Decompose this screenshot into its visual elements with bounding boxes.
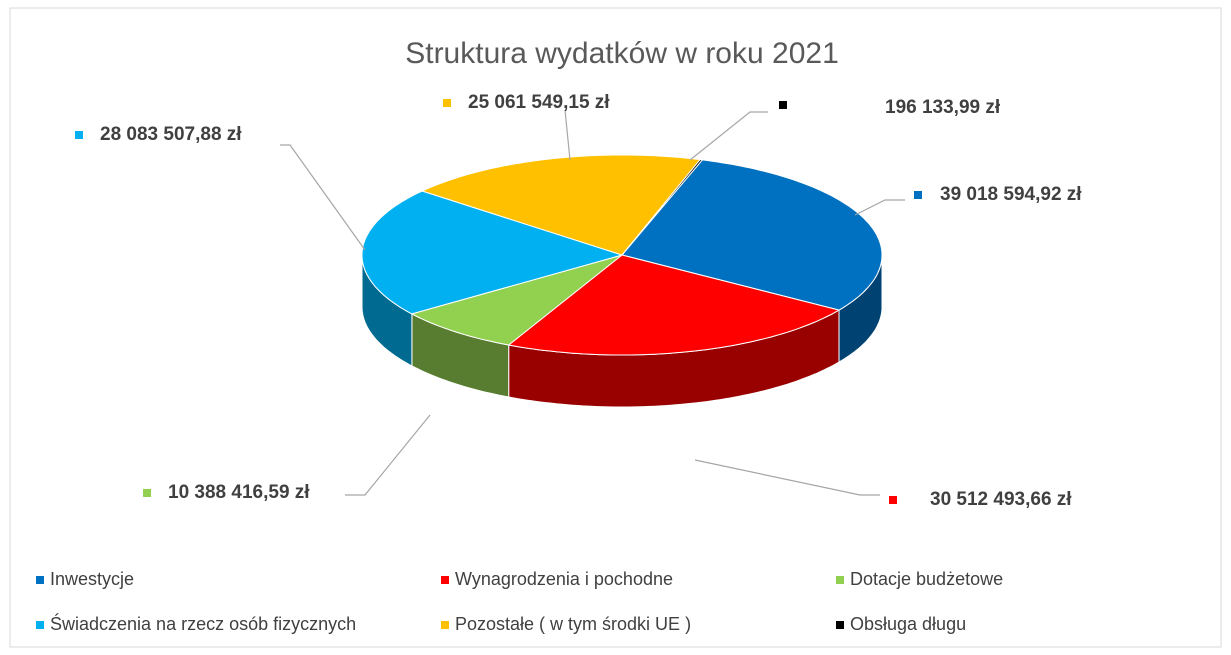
legend-label: Świadczenia na rzecz osób fizycznych	[50, 613, 356, 634]
legend-label: Obsługa długu	[850, 614, 966, 634]
leader-line	[854, 199, 905, 216]
data-label: 30 512 493,66 zł	[930, 489, 1072, 510]
label-marker	[443, 99, 451, 107]
slice	[621, 159, 883, 311]
label-marker	[914, 191, 922, 199]
chart-title: Struktura wydatków w roku 2021	[405, 37, 839, 70]
label-marker	[143, 489, 151, 497]
legend-marker	[441, 621, 449, 629]
leader-line	[345, 414, 431, 496]
legend-label: Wynagrodzenia i pochodne	[455, 569, 673, 589]
leader-line	[280, 144, 366, 251]
leader-line	[564, 109, 571, 161]
legend-label: Inwestycje	[50, 569, 134, 589]
legend-marker	[441, 576, 449, 584]
legend-marker	[836, 621, 844, 629]
data-label: 28 083 507,88 zł	[100, 124, 242, 145]
data-label: 196 133,99 zł	[885, 97, 1001, 118]
label-marker	[889, 496, 897, 504]
leader-line	[694, 459, 880, 496]
slice	[361, 190, 624, 315]
legend-label: Dotacje budżetowe	[850, 569, 1003, 589]
slice	[621, 159, 704, 256]
data-label: 25 061 549,15 zł	[468, 92, 610, 113]
data-label: 10 388 416,59 zł	[168, 482, 310, 503]
legend-marker	[36, 576, 44, 584]
legend-marker	[836, 576, 844, 584]
legend-label: Pozostałe ( w tym środki UE )	[455, 614, 691, 634]
slice	[420, 154, 702, 256]
legend-marker	[36, 621, 44, 629]
label-marker	[75, 131, 83, 139]
leader-line	[689, 111, 768, 161]
slice	[410, 254, 623, 346]
label-marker	[779, 101, 787, 109]
pie	[361, 154, 883, 408]
data-label: 39 018 594,92 zł	[940, 184, 1082, 205]
